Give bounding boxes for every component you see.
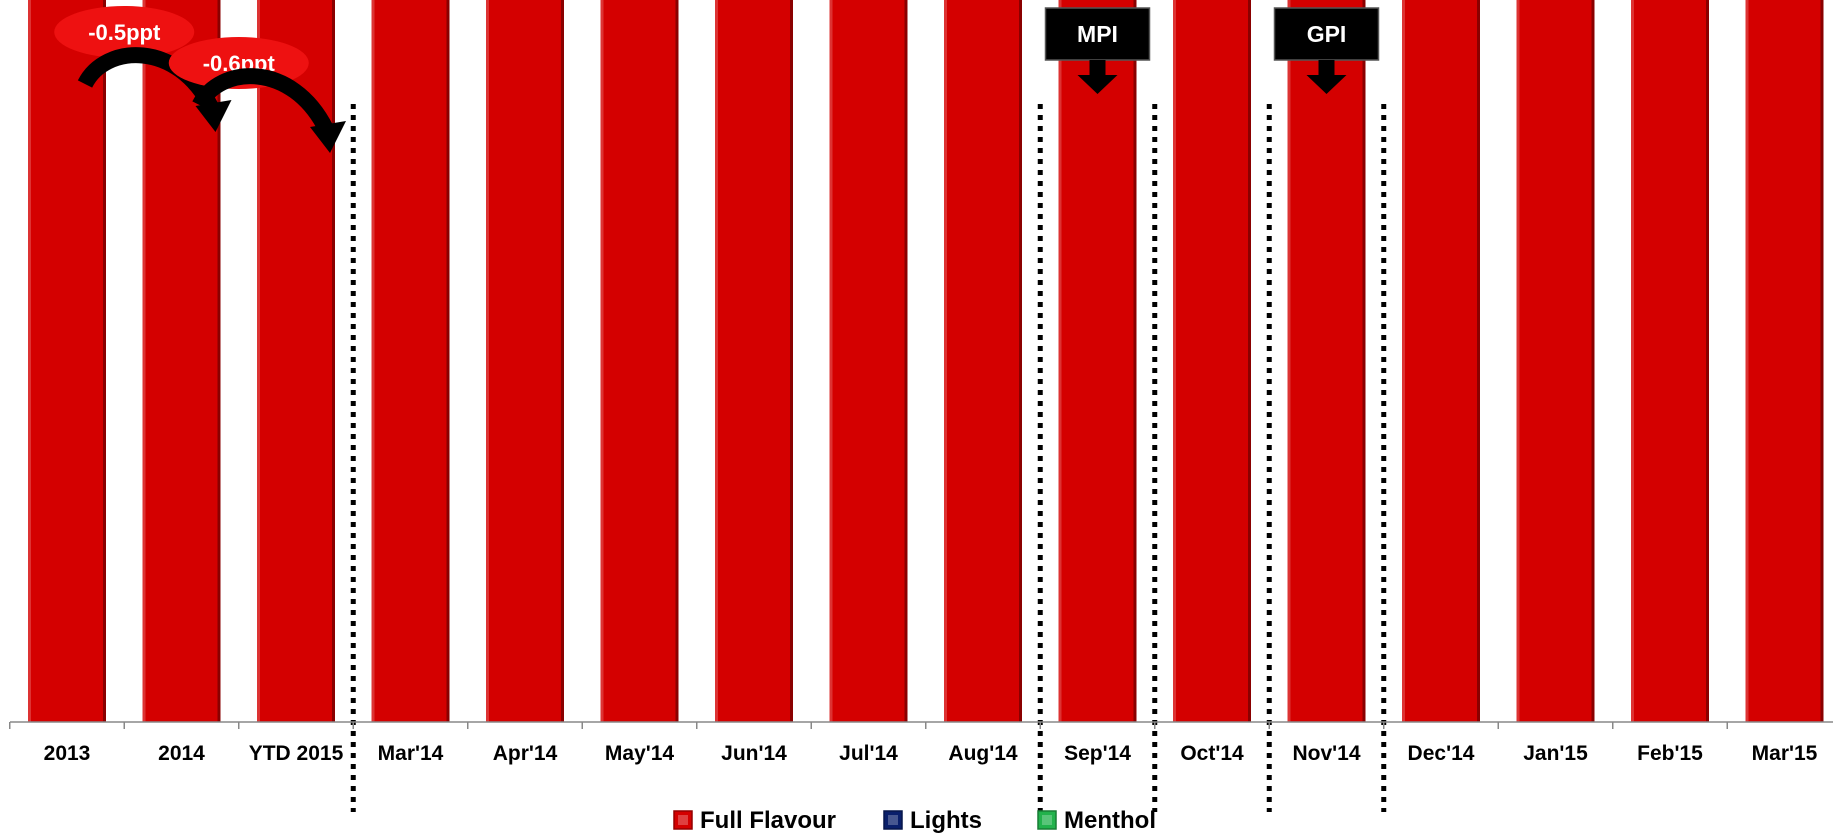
bar-segment-full-flavour: 40.6: [485, 0, 565, 723]
callout-mpi: MPI: [1044, 7, 1151, 94]
legend-label: Full Flavour: [700, 807, 836, 834]
callout-gpi: GPI: [1273, 7, 1380, 94]
bar-segment-full-flavour: 40.0: [714, 0, 794, 723]
curved-arrow: [77, 47, 219, 112]
category-tick-label: 2014: [158, 742, 205, 765]
category-tick-label: Aug'14: [948, 742, 1017, 765]
legend-item: Full Flavour: [673, 807, 836, 834]
bar-segment-full-flavour: 39.3: [1172, 0, 1252, 723]
category-tick-label: Sep'14: [1064, 742, 1131, 765]
category-tick-label: YTD 2015: [249, 742, 344, 765]
bar-segment-full-flavour: 40.6: [27, 0, 107, 723]
bar-segment-full-flavour: 39.5: [829, 0, 908, 723]
bar-segment-full-flavour: 38.7: [1287, 0, 1366, 723]
curved-arrow: [192, 68, 334, 133]
category-tick-label: Apr'14: [493, 742, 558, 765]
bar-segment-full-flavour: 40.0: [943, 0, 1023, 723]
category-tick-label: Nov'14: [1292, 742, 1360, 765]
bar-segment-full-flavour: 39.4: [1058, 0, 1137, 723]
category-tick-label: Mar'15: [1752, 742, 1818, 765]
category-tick-label: Jan'15: [1523, 742, 1588, 765]
category-tick-label: Dec'14: [1408, 742, 1475, 765]
bar-segment-full-flavour: 38.8: [256, 0, 336, 723]
category-tick-label: Feb'15: [1637, 742, 1703, 765]
legend-label: Lights: [910, 807, 982, 834]
category-tick-label: 2013: [44, 742, 91, 765]
callout-label: MPI: [1077, 21, 1118, 47]
category-tick-label: Jun'14: [721, 742, 787, 765]
callout-label: GPI: [1307, 21, 1347, 47]
category-tick-label: Mar'14: [378, 742, 444, 765]
bar-segment-full-flavour: 40.5: [371, 0, 450, 723]
bar-segment-full-flavour: 39.0: [1745, 0, 1824, 723]
change-annotation: -0.6ppt: [168, 37, 346, 153]
bar-segment-full-flavour: 38.8: [1401, 0, 1481, 723]
legend-item: Menthol: [1037, 807, 1156, 834]
legend-item: Lights: [883, 807, 982, 834]
category-tick-label: Jul'14: [839, 742, 898, 765]
category-tick-label: Oct'14: [1180, 742, 1244, 765]
bar-segment-full-flavour: 40.4: [600, 0, 679, 723]
change-badge-label: -0.5ppt: [88, 20, 161, 45]
bar-segment-full-flavour: 38.4: [1516, 0, 1595, 723]
change-badge: [54, 6, 195, 58]
legend-label: Menthol: [1064, 807, 1156, 834]
bar-segment-full-flavour: 38.8: [1630, 0, 1710, 723]
change-annotation: -0.5ppt: [54, 6, 232, 132]
category-tick-label: May'14: [605, 742, 675, 765]
